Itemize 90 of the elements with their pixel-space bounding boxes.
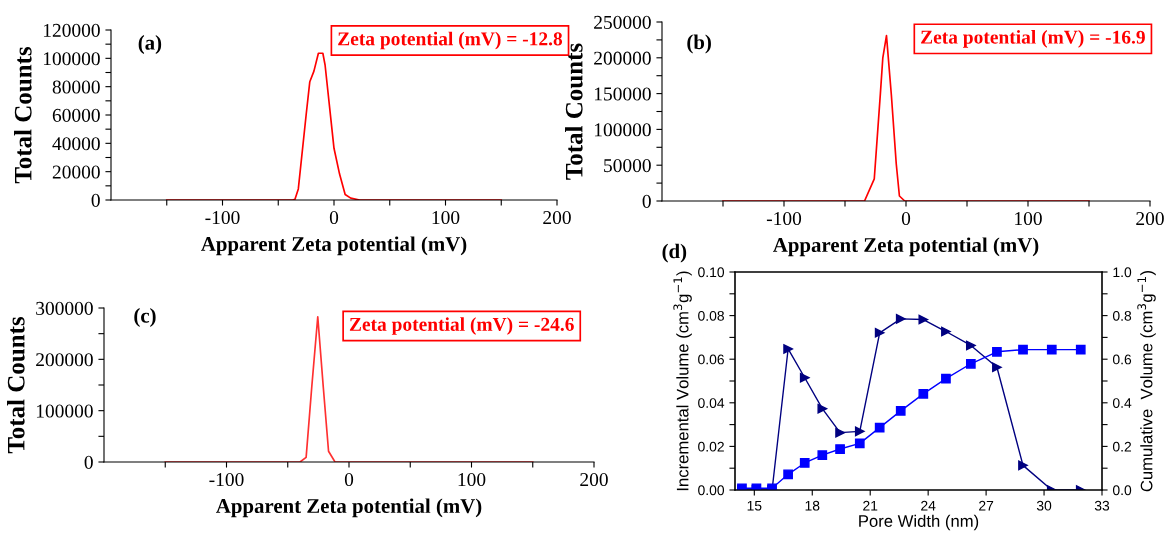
point: [817, 403, 828, 414]
point: [874, 327, 885, 338]
y-tick-label: 20000: [52, 165, 100, 179]
y2-tick-label: 0.8: [1112, 310, 1132, 321]
point: [835, 427, 845, 438]
y-axis-title: Total Counts: [7, 316, 25, 454]
text: (b): [687, 34, 711, 54]
x-tick-label: 30: [1036, 500, 1052, 511]
y-axis-title: Incremental Volume (cm$^{3}$g$^{−1}$): [673, 271, 692, 491]
y-tick-label: 0.00: [698, 485, 725, 496]
x-tick-label: 100: [432, 210, 460, 225]
point: [941, 326, 951, 337]
x-tick-label: 100: [458, 472, 486, 487]
point: [854, 438, 865, 449]
y-tick-label: 0: [91, 193, 100, 207]
point: [918, 389, 929, 399]
y-tick-label: 100000: [36, 404, 93, 418]
y2-tick-label: 1.0: [1113, 267, 1132, 278]
point: [854, 426, 865, 437]
y-tick-label: 50000: [604, 159, 651, 173]
y-tick-label: 100000: [43, 52, 100, 66]
x-axis-title: Apparent Zeta potential (mV): [773, 237, 1039, 257]
point: [1046, 344, 1057, 355]
y-tick-label: 150000: [594, 87, 651, 101]
y-tick-label: 200000: [594, 51, 651, 65]
x-tick-label: 200: [1136, 211, 1164, 226]
x-tick-label: -100: [205, 210, 240, 225]
point: [918, 314, 929, 325]
point: [965, 340, 976, 351]
x-tick-label: 0: [901, 211, 911, 226]
y2-tick-label: 0.0: [1112, 485, 1132, 496]
x-tick-label: 0: [329, 210, 339, 225]
x-tick-label: 18: [805, 500, 820, 511]
x-axis-title: Apparent Zeta potential (mV): [216, 498, 482, 518]
y-tick-label: 300000: [36, 301, 93, 315]
y-tick-label: 0.04: [698, 398, 725, 408]
point: [895, 406, 906, 416]
point: [799, 372, 810, 383]
annotation: Zeta potential (mV) = -12.8: [338, 31, 563, 50]
x-tick-label: 100: [1015, 211, 1042, 226]
chart-title: (c): [134, 308, 156, 327]
chart-title: (d): [662, 243, 687, 263]
y-axis-title: Total Counts: [14, 46, 32, 184]
x-tick-label: -100: [209, 472, 244, 487]
x-tick-label: 15: [747, 500, 762, 511]
point: [874, 422, 885, 433]
y2-tick-label: 0.2: [1112, 441, 1132, 452]
y-tick-label: 60000: [52, 108, 100, 122]
y-tick-label: 120000: [43, 23, 100, 37]
x-axis-title: Pore Width (nm): [859, 514, 979, 531]
point: [783, 344, 793, 354]
point: [992, 346, 1002, 357]
y-tick-label: 0.02: [698, 441, 724, 452]
y-tick-label: 0: [84, 455, 93, 469]
y-tick-label: 250000: [594, 15, 651, 29]
y-tick-label: 200000: [36, 353, 93, 367]
x-tick-label: 21: [863, 500, 878, 511]
y2-axis-title: Cumulative Volume (cm$^{3}$g$^{−1}$): [1137, 271, 1156, 492]
annotation: Zeta potential (mV) = -24.6: [349, 317, 574, 335]
x-tick-label: -100: [766, 211, 802, 226]
point: [799, 458, 810, 468]
point: [992, 362, 1002, 373]
x-tick-label: 200: [580, 472, 608, 487]
y2-tick-label: 0.4: [1112, 398, 1132, 408]
point: [965, 358, 976, 369]
annotation: Zeta potential (mV) = -16.9: [921, 30, 1145, 48]
y-tick-label: 0.10: [698, 267, 725, 278]
y-tick-label: 0.06: [698, 354, 724, 365]
y-axis-title: Total Counts: [565, 43, 583, 180]
x-tick-label: 27: [979, 500, 994, 511]
y-tick-label: 40000: [52, 137, 100, 151]
x-axis-title: Apparent Zeta potential (mV): [201, 236, 467, 256]
x-tick-label: 24: [921, 500, 936, 511]
x-tick-label: 33: [1094, 500, 1110, 511]
point: [783, 469, 793, 480]
point: [941, 373, 951, 384]
point: [895, 314, 906, 324]
y-tick-label: 80000: [52, 80, 100, 94]
x-tick-label: 0: [344, 472, 354, 487]
y-tick-label: 0: [642, 194, 651, 208]
y2-tick-label: 0.6: [1112, 354, 1132, 365]
x-tick-label: 200: [543, 210, 571, 225]
chart-title: (a): [138, 35, 162, 54]
point: [1018, 460, 1028, 471]
point: [817, 450, 828, 460]
point: [835, 444, 845, 454]
y-tick-label: 0.08: [698, 310, 724, 321]
y-tick-label: 100000: [594, 123, 651, 137]
point: [1075, 344, 1086, 355]
point: [1018, 344, 1028, 355]
